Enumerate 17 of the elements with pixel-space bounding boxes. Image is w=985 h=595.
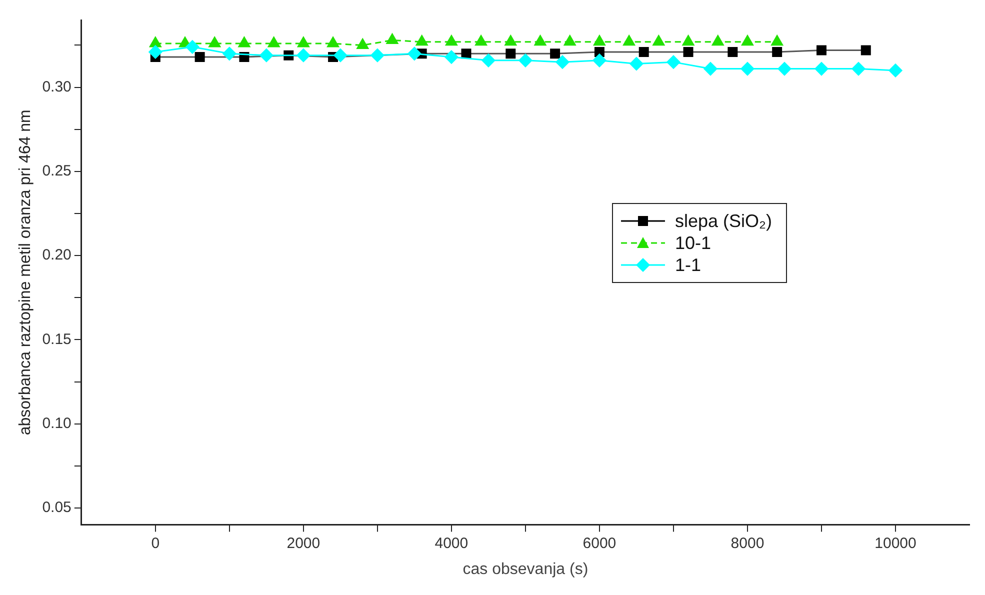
x-tick-label: 8000	[730, 534, 764, 552]
legend-label: 10-1	[674, 232, 712, 254]
x-tick-label: 0	[151, 534, 160, 552]
text: 0.20	[42, 246, 72, 264]
x-tick-label: 6000	[582, 534, 616, 552]
x-tick-label: 10000	[874, 534, 916, 552]
y-tick-label: 0.15	[42, 330, 72, 348]
legend-label: slepa (SiO₂)	[674, 210, 772, 232]
y-tick-label: 0.25	[42, 162, 72, 180]
x-tick-label: 4000	[434, 534, 468, 552]
x-tick-label: 2000	[286, 534, 320, 552]
legend-label: 1-1	[674, 254, 701, 276]
text: 0.10	[42, 414, 72, 432]
y-axis-title: absorbanca raztopine metil oranza pri 464 nm	[17, 110, 34, 436]
text: 0.30	[42, 78, 72, 96]
x-axis-title: cas obsevanja (s)	[462, 560, 588, 578]
y-tick-label: 0.05	[42, 499, 72, 516]
